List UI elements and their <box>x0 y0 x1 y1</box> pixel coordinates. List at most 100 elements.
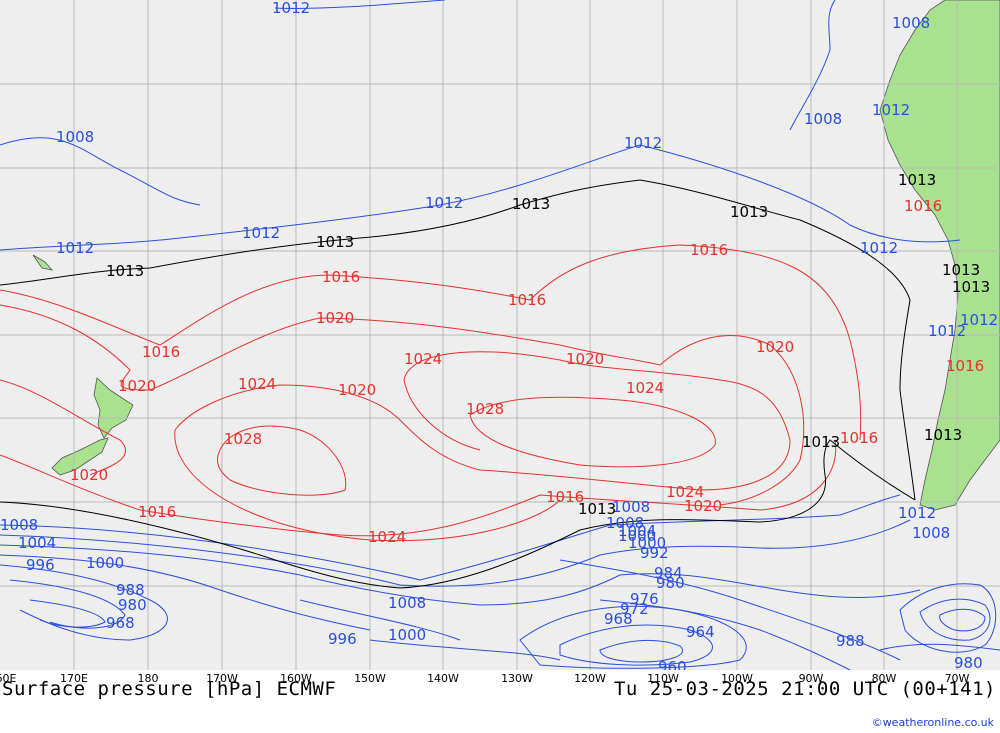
isobar-label: 1013 <box>898 171 936 189</box>
isobar-label: 1012 <box>56 239 94 257</box>
isobar-label: 992 <box>640 544 669 562</box>
isobar-label: 1016 <box>946 357 984 375</box>
lon-label: 110W <box>647 672 679 685</box>
isobar-label: 960 <box>658 658 687 670</box>
lon-label: 160W <box>280 672 312 685</box>
isobar-label: 1004 <box>618 522 656 540</box>
footer-bar <box>0 670 1000 733</box>
isobar-label: 1008 <box>606 514 644 532</box>
isobar-label: 1008 <box>612 498 650 516</box>
high-pressure-isobars <box>0 244 862 542</box>
lon-label: 170E <box>60 672 88 685</box>
isobar-label: 1008 <box>56 128 94 146</box>
isobar-label: 1024 <box>626 379 664 397</box>
isobar-label: 1016 <box>546 488 584 506</box>
isobar-label: 976 <box>630 590 659 608</box>
isobar-label: 1000 <box>388 626 426 644</box>
isobar-label: 984 <box>654 564 683 582</box>
isobar-label: 1016 <box>508 291 546 309</box>
isobar-label: 1012 <box>242 224 280 242</box>
isobar-label: 1012 <box>860 239 898 257</box>
isobar-label: 1013 <box>578 500 616 518</box>
lon-label: 170W <box>206 672 238 685</box>
isobar-label: 1012 <box>898 504 936 522</box>
low-pressure-isobars <box>0 0 1000 670</box>
new-caledonia-land <box>32 254 54 271</box>
isobar-label: 1000 <box>618 527 656 545</box>
isobar-label: 1020 <box>70 466 108 484</box>
standard-isobars <box>0 179 916 589</box>
isobar-label: 988 <box>836 632 865 650</box>
isobar-label: 1024 <box>404 350 442 368</box>
new-zealand-south-land <box>51 437 109 476</box>
map-title: Surface pressure [hPa] ECMWF <box>2 678 337 700</box>
isobar-label: 1016 <box>904 197 942 215</box>
isobar-label: 988 <box>116 581 145 599</box>
isobar-label: 980 <box>118 596 147 614</box>
isobar-label: 1020 <box>566 350 604 368</box>
isobar-label: 1016 <box>138 503 176 521</box>
isobar-label: 1013 <box>316 233 354 251</box>
isobar-label: 1020 <box>684 497 722 515</box>
isobar-label: 1013 <box>730 203 768 221</box>
isobar-label: 1020 <box>316 309 354 327</box>
isobar-label: 1008 <box>912 524 950 542</box>
isobar-label: 1028 <box>224 430 262 448</box>
lon-label: 100W <box>721 672 753 685</box>
isobar-label: 1012 <box>872 101 910 119</box>
pressure-map: 1012 1008 1012 1012 1012 1012 1012 1008 … <box>0 0 1000 670</box>
isobar-label: 1024 <box>666 483 704 501</box>
isobar-label: 1012 <box>272 0 310 17</box>
isobar-label: 1008 <box>0 516 38 534</box>
isobar-label: 1024 <box>238 375 276 393</box>
isobar-label: 1012 <box>624 134 662 152</box>
lon-label: 90W <box>798 672 824 685</box>
isobar-label: 1012 <box>960 311 998 329</box>
lon-label: 70W <box>944 672 970 685</box>
isobar-label: 1008 <box>892 14 930 32</box>
isobar-label: 1000 <box>628 534 666 552</box>
isobar-label: 1008 <box>804 110 842 128</box>
isobar-label: 1013 <box>106 262 144 280</box>
lon-label: 60E <box>0 672 17 685</box>
lat-lon-grid <box>0 0 1000 670</box>
isobar-label: 1012 <box>425 194 463 212</box>
isobar-label: 1016 <box>690 241 728 259</box>
isobar-label: 980 <box>954 654 983 670</box>
credit-link[interactable]: ©weatheronline.co.uk <box>871 716 994 729</box>
isobar-label: 1013 <box>512 195 550 213</box>
land-masses <box>32 0 1000 511</box>
isobar-label: 1016 <box>840 429 878 447</box>
new-zealand-north-land <box>93 377 134 439</box>
isobar-label: 1013 <box>942 261 980 279</box>
isobar-labels: 1012 1008 1012 1012 1012 1012 1012 1008 … <box>0 0 998 670</box>
isobar-label: 1004 <box>18 534 56 552</box>
valid-time: Tu 25-03-2025 21:00 UTC (00+141) <box>613 678 996 700</box>
lon-label: 120W <box>574 672 606 685</box>
isobar-label: 1024 <box>368 528 406 546</box>
isobar-label: 980 <box>656 574 685 592</box>
lon-label: 180 <box>137 672 159 685</box>
isobar-label: 968 <box>604 610 633 628</box>
lon-label: 130W <box>501 672 533 685</box>
isobar-label: 1013 <box>952 278 990 296</box>
isobar-label: 1000 <box>86 554 124 572</box>
isobar-label: 1028 <box>466 400 504 418</box>
isobar-label: 996 <box>328 630 357 648</box>
isobar-label: 968 <box>106 614 135 632</box>
lon-label: 140W <box>427 672 459 685</box>
isobar-label: 1013 <box>802 433 840 451</box>
lon-label: 150W <box>354 672 386 685</box>
isobar-label: 972 <box>620 600 649 618</box>
isobar-label: 1008 <box>388 594 426 612</box>
south-america-land <box>879 0 1000 511</box>
isobar-label: 1012 <box>928 322 966 340</box>
lon-label: 80W <box>871 672 897 685</box>
isobar-label: 1020 <box>756 338 794 356</box>
isobar-label: 996 <box>26 556 55 574</box>
isobar-label: 1013 <box>924 426 962 444</box>
isobar-label: 1020 <box>338 381 376 399</box>
isobar-label: 1020 <box>118 377 156 395</box>
isobar-label: 1016 <box>322 268 360 286</box>
isobar-label: 1016 <box>142 343 180 361</box>
